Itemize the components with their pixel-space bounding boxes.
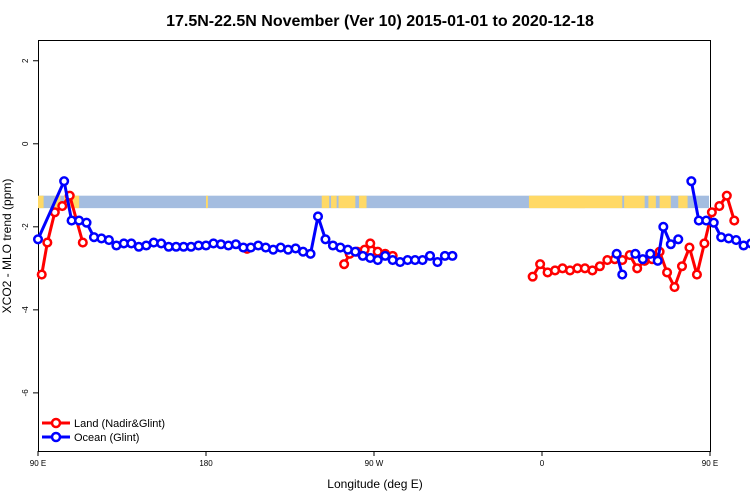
legend-land-label: Land (Nadir&Glint): [74, 418, 165, 430]
y-tick-label: 2: [21, 58, 30, 63]
land-point: [721, 190, 732, 201]
land-band-segment: [54, 195, 61, 209]
ocean-point: [637, 254, 648, 265]
legend-ocean-label: Ocean (Glint): [74, 432, 139, 444]
ocean-point: [645, 248, 656, 259]
land-band-segment: [678, 195, 688, 209]
land-band-segment: [359, 195, 367, 209]
land-point: [669, 281, 680, 293]
ocean-point: [320, 234, 331, 245]
land-band-segment: [331, 195, 337, 209]
land-point: [594, 261, 605, 272]
legend-ocean-marker: [50, 431, 62, 443]
land-point: [527, 271, 538, 282]
ocean-point: [611, 248, 622, 259]
chart-title: 17.5N-22.5N November (Ver 10) 2015-01-01…: [166, 13, 594, 30]
x-tick-label: 90 W: [365, 459, 384, 468]
ocean-point: [432, 257, 443, 268]
land-point: [706, 207, 717, 218]
land-point: [684, 242, 695, 253]
land-band-segment: [338, 195, 356, 209]
x-tick-label: 180: [199, 459, 213, 468]
land-point: [662, 267, 673, 278]
land-point: [77, 237, 88, 248]
x-tick-label: 90 E: [30, 459, 46, 468]
land-point: [365, 238, 376, 249]
ocean-point: [665, 239, 676, 250]
land-point: [36, 269, 47, 280]
ocean-point: [658, 221, 669, 232]
ocean-point: [708, 217, 719, 228]
land-point: [729, 215, 740, 226]
x-tick-label: 90 E: [702, 459, 718, 468]
ocean-point: [630, 248, 641, 259]
ocean-point: [32, 234, 44, 245]
land-point: [691, 269, 702, 280]
land-band-segment: [659, 195, 671, 209]
ocean-point: [372, 254, 383, 266]
ocean-point: [312, 211, 324, 222]
ocean-point: [447, 250, 458, 261]
y-axis-label: XCO2 - MLO trend (ppm): [0, 179, 14, 314]
ocean-point: [59, 176, 70, 187]
legend-land-marker: [50, 417, 62, 429]
x-axis-label: Longitude (deg E): [327, 477, 422, 491]
land-point: [587, 265, 598, 276]
ocean-point: [746, 238, 750, 249]
land-point: [676, 261, 688, 272]
x-tick-label: 0: [540, 459, 545, 468]
land-band-segment: [570, 195, 623, 209]
ocean-point: [424, 250, 436, 261]
y-tick-label: -2: [21, 223, 30, 231]
ocean-point: [617, 269, 628, 280]
land-point: [339, 259, 350, 270]
ocean-series: [32, 176, 750, 280]
ocean-point: [81, 217, 92, 228]
y-tick-label: -4: [21, 306, 30, 314]
land-point: [714, 201, 725, 212]
y-tick-label: 0: [21, 141, 30, 146]
land-point: [57, 201, 68, 212]
ocean-point: [686, 176, 697, 187]
land-point: [42, 237, 53, 248]
land-point: [699, 238, 710, 249]
land-point: [535, 259, 546, 270]
y-tick-label: -6: [21, 389, 30, 397]
ocean-point: [350, 246, 361, 257]
land-ocean-band: [38, 195, 709, 209]
axes: 90 E 180 90 W 0 90 E 2 0 -2 -4 -6: [21, 58, 718, 468]
ocean-point: [673, 234, 684, 245]
land-band-segment: [648, 195, 656, 209]
ocean-point: [380, 250, 391, 261]
land-band-segment: [38, 195, 44, 209]
ocean-point: [103, 235, 114, 246]
ocean-point: [305, 248, 316, 259]
ocean-point: [417, 254, 428, 266]
land-band-segment: [321, 195, 330, 209]
land-band-segment: [206, 195, 208, 209]
legend: Land (Nadir&Glint) Ocean (Glint): [42, 417, 165, 444]
data-series: [32, 176, 750, 293]
land-point: [632, 263, 643, 274]
ocean-point: [731, 235, 742, 246]
land-band-segment: [624, 195, 645, 209]
ocean-point: [652, 255, 663, 266]
